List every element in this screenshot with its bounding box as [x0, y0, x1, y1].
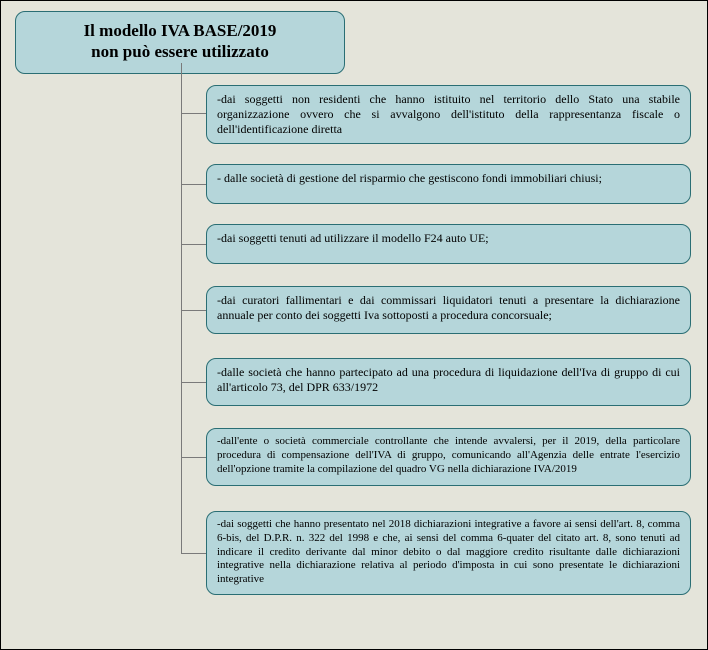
list-item: -dai soggetti non residenti che hanno is…: [206, 85, 691, 144]
list-item: -dall'ente o società commerciale control…: [206, 428, 691, 486]
connector-branch: [181, 244, 206, 245]
connector-trunk: [181, 63, 182, 554]
list-item: -dalle società che hanno partecipato ad …: [206, 358, 691, 406]
connector-branch: [181, 113, 206, 114]
connector-branch: [181, 184, 206, 185]
connector-branch: [181, 553, 206, 554]
connector-branch: [181, 310, 206, 311]
list-item: -dai soggetti che hanno presentato nel 2…: [206, 511, 691, 595]
connector-branch: [181, 382, 206, 383]
header-box: Il modello IVA BASE/2019 non può essere …: [15, 11, 345, 74]
header-line2: non può essere utilizzato: [30, 41, 330, 62]
connector-branch: [181, 457, 206, 458]
list-item: -dai curatori fallimentari e dai commiss…: [206, 286, 691, 334]
list-item: -dai soggetti tenuti ad utilizzare il mo…: [206, 224, 691, 264]
diagram-canvas: Il modello IVA BASE/2019 non può essere …: [0, 0, 708, 650]
list-item: - dalle società di gestione del risparmi…: [206, 164, 691, 204]
header-line1: Il modello IVA BASE/2019: [30, 20, 330, 41]
